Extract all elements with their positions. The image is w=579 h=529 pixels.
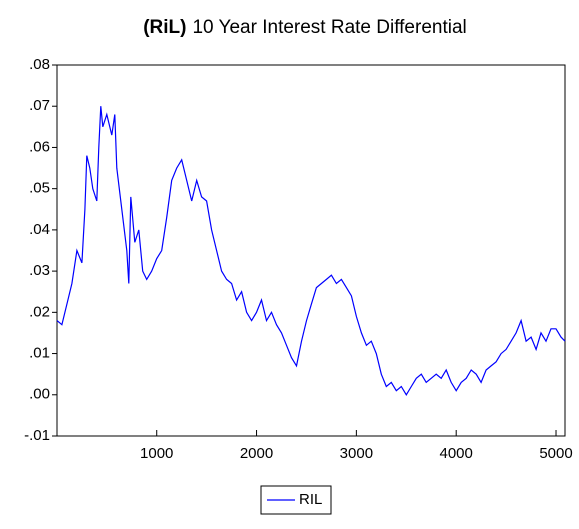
y-tick-label: .00 (29, 386, 50, 403)
y-tick-label: .05 (29, 180, 50, 197)
x-tick-label: 5000 (539, 445, 572, 462)
x-tick-label: 2000 (240, 445, 273, 462)
y-tick-label: .06 (29, 138, 50, 155)
y-tick-label: .08 (29, 56, 50, 73)
y-tick-label: .01 (29, 345, 50, 362)
legend-label: RIL (299, 491, 322, 508)
y-tick-label: .07 (29, 97, 50, 114)
y-tick-label: -.01 (24, 427, 50, 444)
title-prefix: (RiL) (143, 17, 186, 38)
y-tick-label: .02 (29, 303, 50, 320)
legend: RIL (260, 485, 332, 515)
chart-title: 10 Year Interest Rate Differential (192, 17, 466, 38)
x-tick-label: 4000 (440, 445, 473, 462)
chart-title-group: (RiL) 10 Year Interest Rate Differential (143, 17, 467, 38)
plot-frame (56, 64, 566, 437)
series-line (56, 106, 566, 396)
x-tick-label: 3000 (340, 445, 373, 462)
x-tick-label: 1000 (140, 445, 173, 462)
y-tick-label: .04 (29, 221, 50, 238)
y-tick-label: .03 (29, 262, 50, 279)
